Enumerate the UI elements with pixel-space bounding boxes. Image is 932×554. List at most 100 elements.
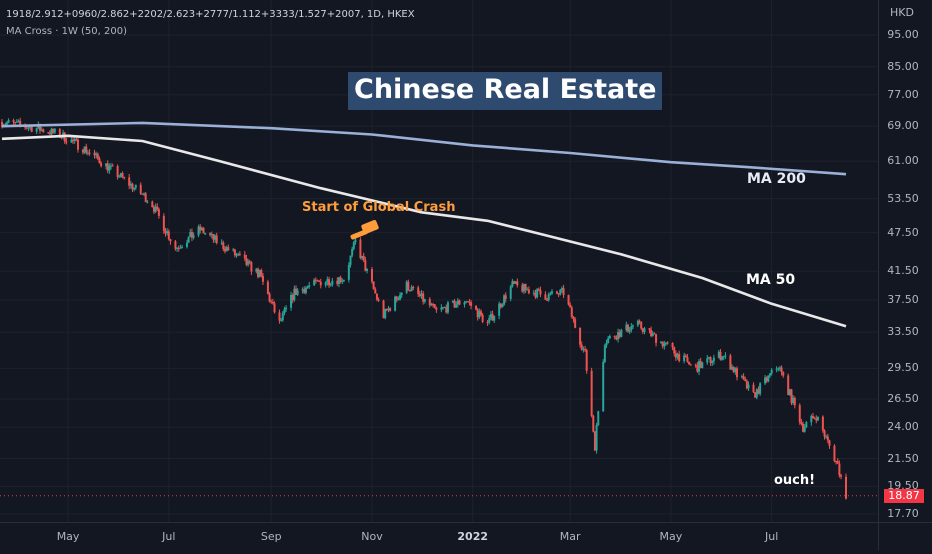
candle — [731, 364, 734, 371]
candle — [481, 312, 484, 324]
candle — [595, 422, 598, 454]
y-tick-label: 24.00 — [887, 420, 919, 434]
annotation-ma50: MA 50 — [746, 272, 796, 288]
candle — [95, 151, 98, 159]
candle — [643, 327, 646, 335]
candle — [100, 161, 103, 168]
candle — [443, 306, 446, 309]
candle — [821, 415, 824, 433]
candle — [190, 228, 193, 242]
candle — [232, 247, 235, 252]
candle — [281, 311, 284, 322]
candle — [128, 174, 131, 190]
candle — [734, 367, 737, 375]
candle — [377, 297, 380, 302]
candle — [318, 279, 321, 282]
candle — [798, 403, 801, 425]
candle — [527, 286, 530, 295]
candle — [328, 276, 331, 288]
candle — [366, 268, 369, 274]
candle — [584, 345, 587, 352]
candle — [40, 127, 43, 132]
candle — [816, 416, 819, 422]
candle — [463, 300, 466, 308]
candle — [212, 233, 215, 243]
candle — [306, 285, 309, 289]
candle — [250, 261, 253, 276]
candle — [177, 245, 180, 252]
candle — [455, 301, 458, 308]
currency-label: HKD — [890, 6, 914, 19]
candle — [840, 473, 843, 480]
candle — [582, 346, 585, 353]
candle — [526, 287, 529, 291]
candle — [271, 298, 274, 305]
candle — [747, 381, 750, 391]
candle — [432, 302, 435, 308]
candle — [143, 192, 146, 197]
candle — [65, 138, 68, 145]
candle — [560, 286, 563, 293]
candle — [521, 282, 524, 293]
candle — [407, 279, 410, 291]
candle — [838, 460, 841, 478]
candle — [585, 348, 588, 374]
candle — [478, 308, 481, 320]
candle — [549, 291, 552, 296]
candle — [118, 174, 121, 178]
candle — [337, 276, 340, 288]
symbol-line: 1918/2.912+0960/2.862+2202/2.623+2777/1.… — [6, 9, 415, 20]
candle — [285, 305, 288, 312]
candle — [655, 333, 658, 347]
candle — [544, 291, 547, 300]
candle — [412, 285, 415, 291]
candle — [638, 319, 641, 325]
candle — [233, 248, 236, 258]
candle — [770, 368, 773, 376]
candle — [470, 300, 473, 310]
candle — [197, 224, 200, 238]
candle — [359, 237, 362, 260]
candle — [304, 285, 307, 295]
candle — [636, 319, 639, 327]
x-tick-label: Jul — [765, 530, 779, 543]
candle — [169, 238, 172, 245]
candle — [83, 146, 86, 154]
candle — [451, 300, 454, 304]
candle — [640, 321, 643, 331]
candle — [187, 236, 190, 243]
candle — [532, 290, 535, 296]
candle — [106, 160, 109, 174]
candle — [466, 300, 469, 303]
candle — [133, 187, 136, 192]
candle — [453, 298, 456, 308]
candle — [15, 118, 18, 123]
candle — [166, 228, 169, 236]
candle — [671, 342, 674, 351]
candle — [800, 418, 803, 426]
candle — [70, 137, 73, 143]
candle — [767, 375, 770, 383]
candle — [694, 363, 697, 368]
y-tick-label: 69.00 — [887, 119, 919, 133]
y-tick-label: 47.50 — [887, 225, 919, 239]
candle — [260, 268, 263, 278]
candle — [574, 317, 577, 329]
candle — [247, 258, 250, 267]
candle — [569, 302, 572, 308]
candle — [653, 332, 656, 335]
y-tick-label: 17.70 — [887, 507, 919, 520]
candle — [615, 335, 618, 341]
candle — [17, 119, 20, 123]
candle — [486, 320, 489, 326]
candle — [491, 310, 494, 321]
candle — [313, 278, 316, 286]
candle — [570, 305, 573, 319]
x-tick-label: May — [56, 530, 80, 543]
x-tick-label: Sep — [260, 530, 282, 543]
candle — [204, 232, 207, 236]
candle — [12, 118, 15, 126]
candle — [782, 371, 785, 378]
